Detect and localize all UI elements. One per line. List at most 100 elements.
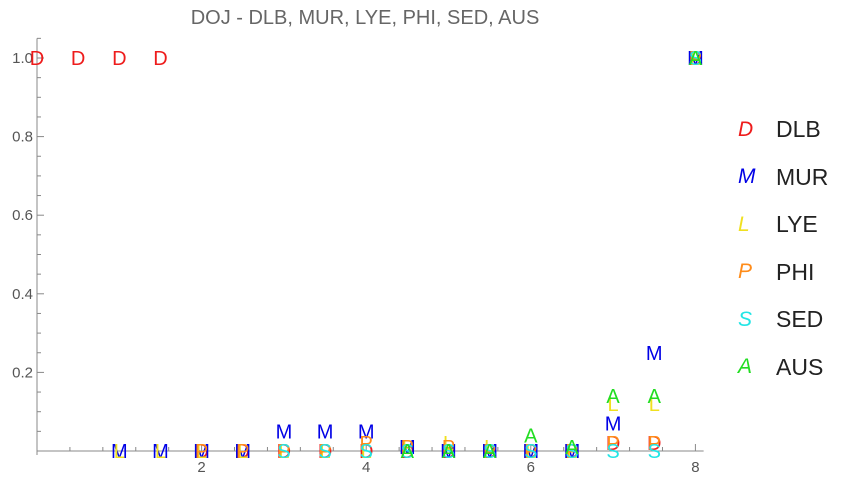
axes: 2 4 6 8 0.2 0.4 0.6 0.8 1.0 <box>12 37 704 476</box>
y-tick-label: 0.2 <box>12 364 33 381</box>
legend-item-aus: A AUS <box>738 344 828 392</box>
legend-item-dlb: D DLB <box>738 106 828 154</box>
point-mur: M <box>111 441 128 463</box>
point-phi: P <box>277 441 290 463</box>
legend-label-aus: AUS <box>776 353 824 380</box>
point-aus: A <box>565 437 579 459</box>
point-lye: L <box>443 433 454 455</box>
legend-marker-mur: M <box>738 165 756 189</box>
point-sed: S <box>401 441 414 463</box>
legend-label-dlb: DLB <box>776 116 821 143</box>
point-phi: P <box>195 441 208 463</box>
legend-label-sed: SED <box>776 306 824 333</box>
point-phi: P <box>360 433 373 455</box>
point-dlb: D <box>524 441 538 463</box>
point-phi: P <box>606 433 619 455</box>
x-tick-label: 2 <box>197 459 205 476</box>
y-tick-label: 0.8 <box>12 129 33 146</box>
point-mur: M <box>605 413 622 435</box>
point-mur: M <box>234 441 251 463</box>
point-lye: L <box>237 441 248 463</box>
point-mur: M <box>152 441 169 463</box>
point-sed: S <box>483 441 496 463</box>
point-dlb: D <box>441 441 455 463</box>
point-phi: P <box>318 441 331 463</box>
x-tick-label: 6 <box>527 459 535 476</box>
point-aus: A <box>689 48 703 70</box>
point-aus: A <box>524 425 538 447</box>
point-phi: P <box>524 441 537 463</box>
point-mur: M <box>317 421 334 443</box>
point-sed: S <box>442 441 455 463</box>
legend-marker-lye: L <box>738 212 750 236</box>
point-sed: S <box>648 441 661 463</box>
point-sed: S <box>318 441 331 463</box>
point-dlb: D <box>194 441 208 463</box>
point-mur: M <box>481 441 498 463</box>
point-phi: P <box>483 441 496 463</box>
point-sed: S <box>689 48 702 70</box>
point-dlb: D <box>236 441 250 463</box>
point-sed: S <box>277 441 290 463</box>
chart-title: DOJ - DLB, MUR, LYE, PHI, SED, AUS <box>190 7 540 29</box>
point-lye: L <box>361 441 372 463</box>
point-lye: L <box>278 441 289 463</box>
point-sed: S <box>606 441 619 463</box>
point-lye: L <box>402 437 413 459</box>
point-lye: L <box>319 441 330 463</box>
point-aus: A <box>606 386 620 408</box>
point-phi: P <box>689 48 702 70</box>
point-sed: S <box>360 441 373 463</box>
x-tick-label: 8 <box>691 459 699 476</box>
point-dlb: D <box>606 433 620 455</box>
point-phi: P <box>648 433 661 455</box>
y-tick-label: 0.4 <box>12 286 33 303</box>
point-dlb: D <box>153 48 167 70</box>
point-mur: M <box>522 441 539 463</box>
point-phi: P <box>565 441 578 463</box>
point-dlb: D <box>30 48 44 70</box>
point-dlb: D <box>71 48 85 70</box>
point-lye: L <box>484 437 495 459</box>
point-sed: S <box>565 441 578 463</box>
point-phi: P <box>401 437 414 459</box>
point-lye: L <box>525 441 536 463</box>
y-tick-label: 1.0 <box>12 50 33 67</box>
point-mur: M <box>193 441 210 463</box>
point-mur: M <box>399 437 416 459</box>
point-dlb: D <box>647 433 661 455</box>
point-lye: L <box>608 394 619 416</box>
legend-marker-aus: A <box>738 355 753 379</box>
point-dlb: D <box>112 48 126 70</box>
point-lye: L <box>649 394 660 416</box>
legend-label-phi: PHI <box>776 258 815 285</box>
point-dlb: D <box>482 441 496 463</box>
point-dlb: D <box>688 48 702 70</box>
point-mur: M <box>276 421 293 443</box>
point-aus: A <box>401 441 415 463</box>
legend-label-lye: LYE <box>776 211 818 238</box>
legend-item-sed: S SED <box>738 296 828 344</box>
point-aus: A <box>442 441 456 463</box>
point-aus: A <box>648 386 662 408</box>
point-phi: P <box>236 441 249 463</box>
point-lye: L <box>196 441 207 463</box>
point-sed: S <box>524 441 537 463</box>
point-mur: M <box>564 441 581 463</box>
legend-marker-sed: S <box>738 307 753 331</box>
x-tick-label: 4 <box>362 459 370 476</box>
point-mur: M <box>646 343 663 365</box>
point-dlb: D <box>400 441 414 463</box>
legend-marker-dlb: D <box>738 117 754 141</box>
legend-item-phi: P PHI <box>738 249 828 297</box>
point-dlb: D <box>318 441 332 463</box>
point-dlb: D <box>277 441 291 463</box>
legend: D DLB M MUR L LYE P PHI S SED A AUS <box>738 106 828 391</box>
legend-label-mur: MUR <box>776 163 829 190</box>
point-aus: A <box>483 441 497 463</box>
point-lye: L <box>155 441 166 463</box>
y-tick-label: 0.6 <box>12 207 33 224</box>
point-mur: M <box>687 48 704 70</box>
